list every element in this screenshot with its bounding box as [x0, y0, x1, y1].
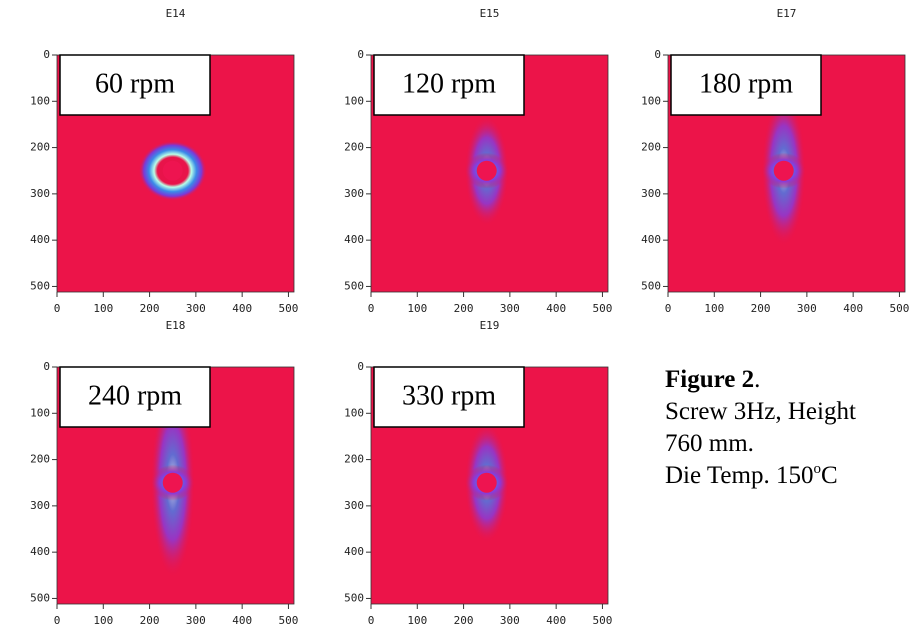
caption-line: Screw 3Hz, Height: [665, 398, 856, 425]
caption-title: Figure 2.: [665, 366, 760, 393]
x-tick-label: 100: [93, 614, 113, 627]
panel: E14 0 100 200 300 400 500 0 100 200 300 400 500 60 rp…: [30, 7, 298, 315]
x-tick-label: 400: [232, 614, 252, 627]
panel-label: 330 rpm: [402, 380, 496, 411]
y-tick-label: 100: [30, 94, 50, 107]
y-tick-label: 200: [344, 453, 364, 466]
panel-title: E14: [166, 7, 186, 20]
y-tick-label: 0: [654, 48, 661, 61]
panel-label: 240 rpm: [88, 380, 182, 411]
x-tick-label: 400: [843, 302, 863, 315]
y-tick-label: 400: [30, 545, 50, 558]
y-tick-label: 0: [357, 360, 364, 373]
y-tick-label: 400: [344, 545, 364, 558]
y-tick-label: 300: [344, 499, 364, 512]
x-tick-label: 300: [186, 302, 206, 315]
beamstop: [162, 472, 183, 493]
x-tick-label: 100: [93, 302, 113, 315]
caption-temp-unit: C: [821, 462, 838, 489]
y-tick-label: 400: [641, 233, 661, 246]
y-tick-label: 200: [30, 141, 50, 154]
y-tick-label: 400: [30, 233, 50, 246]
label-box: [59, 54, 211, 116]
caption-title-text: Figure 2: [665, 366, 754, 393]
y-tick-label: 100: [641, 94, 661, 107]
beamstop: [162, 160, 183, 181]
label-box: [670, 54, 822, 116]
x-tick-label: 0: [368, 302, 375, 315]
y-tick-label: 400: [344, 233, 364, 246]
caption-title-end: .: [754, 366, 760, 393]
panel-label: 180 rpm: [699, 68, 793, 99]
x-tick-label: 200: [454, 614, 474, 627]
label-box: [373, 366, 525, 428]
caption-temp-text: Die Temp. 150: [665, 462, 813, 489]
beamstop: [476, 160, 497, 181]
x-tick-label: 300: [500, 614, 520, 627]
x-tick-label: 300: [186, 614, 206, 627]
x-tick-label: 400: [232, 302, 252, 315]
panel-label: 120 rpm: [402, 68, 496, 99]
y-tick-label: 500: [30, 591, 50, 604]
y-tick-label: 500: [344, 279, 364, 292]
y-tick-label: 300: [30, 187, 50, 200]
y-tick-label: 200: [641, 141, 661, 154]
y-tick-label: 500: [30, 279, 50, 292]
panel: E18 0 100 200 300 400 500 0 100 200 300 400 500 240 r…: [30, 319, 298, 627]
y-tick-label: 200: [30, 453, 50, 466]
panel: E15 0 100 200 300 400 500 0 100 200 300 400 500 120 r…: [344, 7, 612, 315]
y-tick-label: 0: [43, 360, 50, 373]
x-tick-label: 500: [279, 302, 299, 315]
x-tick-label: 500: [890, 302, 910, 315]
x-tick-label: 0: [54, 614, 61, 627]
y-tick-label: 0: [357, 48, 364, 61]
x-tick-label: 500: [593, 302, 613, 315]
x-tick-label: 200: [454, 302, 474, 315]
x-tick-label: 200: [140, 614, 160, 627]
beamstop: [773, 160, 794, 181]
x-tick-label: 500: [593, 614, 613, 627]
y-tick-label: 300: [30, 499, 50, 512]
x-tick-label: 400: [546, 302, 566, 315]
y-tick-label: 300: [641, 187, 661, 200]
x-tick-label: 300: [500, 302, 520, 315]
x-tick-label: 0: [368, 614, 375, 627]
y-tick-label: 100: [344, 406, 364, 419]
x-tick-label: 200: [140, 302, 160, 315]
panel: E17 0 100 200 300 400 500 0 100 200 300 400 500 180 r…: [641, 7, 909, 315]
y-tick-label: 500: [641, 279, 661, 292]
y-tick-label: 500: [344, 591, 364, 604]
caption-line: 760 mm.: [665, 430, 754, 457]
panel-title: E17: [777, 7, 797, 20]
panel-title: E15: [480, 7, 500, 20]
x-tick-label: 500: [279, 614, 299, 627]
x-tick-label: 100: [407, 614, 427, 627]
x-tick-label: 0: [54, 302, 61, 315]
y-tick-label: 0: [43, 48, 50, 61]
label-box: [373, 54, 525, 116]
y-tick-label: 100: [30, 406, 50, 419]
x-tick-label: 400: [546, 614, 566, 627]
y-tick-label: 300: [344, 187, 364, 200]
x-tick-label: 200: [751, 302, 771, 315]
caption-temp-sup: o: [813, 461, 821, 477]
x-tick-label: 300: [797, 302, 817, 315]
y-tick-label: 100: [344, 94, 364, 107]
x-tick-label: 100: [407, 302, 427, 315]
caption-temp: Die Temp. 150oC: [665, 461, 838, 489]
panel-label: 60 rpm: [95, 68, 175, 99]
panel: E19 0 100 200 300 400 500 0 100 200 300 400 500 330 r…: [344, 319, 612, 627]
x-tick-label: 100: [704, 302, 724, 315]
panel-title: E18: [166, 319, 186, 332]
label-box: [59, 366, 211, 428]
y-tick-label: 200: [344, 141, 364, 154]
beamstop: [476, 472, 497, 493]
panel-title: E19: [480, 319, 500, 332]
x-tick-label: 0: [665, 302, 672, 315]
